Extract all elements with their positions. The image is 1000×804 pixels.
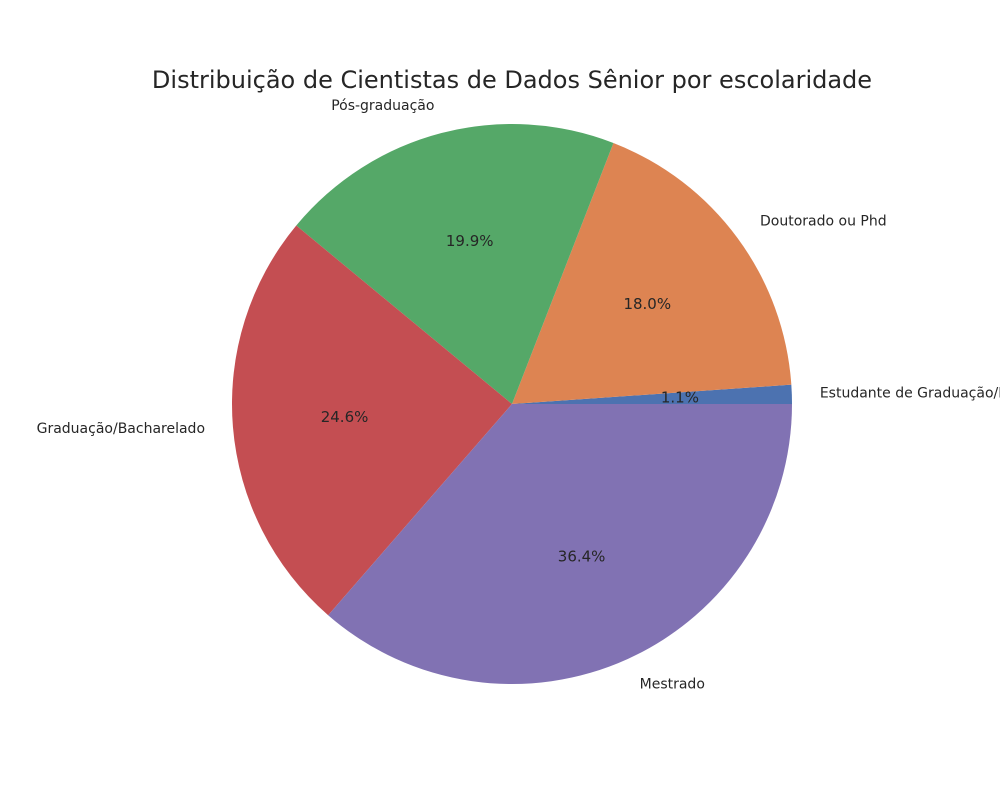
pie-slice-0	[512, 384, 792, 404]
pie-labels: Estudante de Graduação/Não completei 1.1%…	[37, 98, 1000, 692]
slice-label-1: Doutorado ou Phd	[760, 213, 887, 229]
slice-label-2: Pós-graduação	[331, 98, 434, 114]
slice-label-3: Graduação/Bacharelado	[37, 421, 205, 437]
slice-label-0: Estudante de Graduação/Não completei	[820, 385, 1000, 401]
pie-slice-4	[328, 404, 792, 685]
slice-percent-2: 19.9%	[446, 232, 494, 250]
chart-title: Distribuição de Cientistas de Dados Sêni…	[152, 66, 872, 94]
slice-label-4: Mestrado	[640, 676, 705, 692]
slice-percent-3: 24.6%	[321, 408, 369, 426]
pie-slice-3	[231, 225, 513, 616]
pie-slice-2	[296, 123, 614, 404]
slice-percent-0: 1.1%	[661, 389, 699, 407]
slice-percent-4: 36.4%	[558, 547, 606, 565]
slice-percent-1: 18.0%	[623, 295, 671, 313]
pie-slices	[231, 123, 792, 685]
pie-slice-1	[512, 143, 792, 405]
